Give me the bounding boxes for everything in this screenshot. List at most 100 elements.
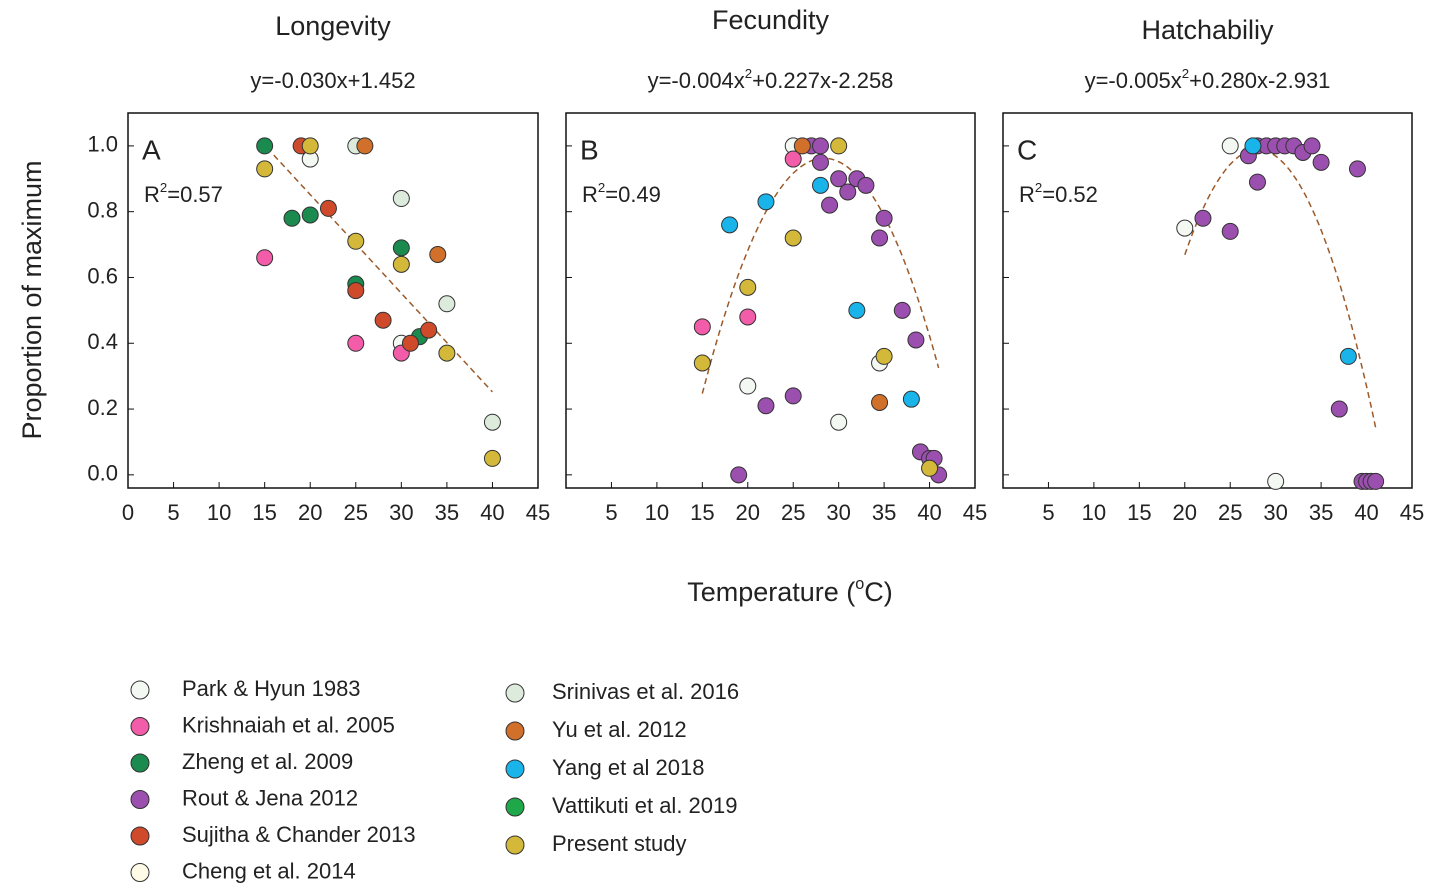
legend-label: Sujitha & Chander 2013 [182,822,416,847]
data-point [811,153,829,171]
data-point [830,170,848,188]
legend-marker [130,826,150,846]
legend-label: Srinivas et al. 2016 [552,679,739,704]
x-axis-label: Temperature (oC) [687,575,893,607]
x-axis-label-part: C) [864,577,893,607]
y-tick-label: 0.0 [87,461,118,486]
data-point [1303,137,1321,155]
data-point [283,209,301,227]
data-point [921,459,939,477]
x-tick-label: 45 [1400,500,1424,525]
data-point [420,321,438,339]
data-point [811,137,829,155]
data-point [793,137,811,155]
r-squared-part: =0.57 [167,182,223,207]
plot-frame [565,112,976,489]
x-tick-label: 10 [1082,500,1106,525]
data-point [1330,400,1348,418]
data-point [871,229,889,247]
x-axis-label-part: Temperature ( [687,577,855,607]
data-point [483,413,501,431]
legend-label: Zheng et al. 2009 [182,749,353,774]
data-point [893,301,911,319]
data-point [875,347,893,365]
y-tick-label: 0.8 [87,197,118,222]
data-point [848,301,866,319]
data-point [693,318,711,336]
data-point [1348,160,1366,178]
plot-frame [1002,112,1413,489]
legend-label: Vattikuti et al. 2019 [552,793,738,818]
r-squared-part: R [144,182,160,207]
legend-marker [130,753,150,773]
r-squared-part: 2 [160,180,167,195]
data-point [301,206,319,224]
x-tick-label: 30 [1263,500,1287,525]
x-tick-label: 25 [344,500,368,525]
y-tick-label: 0.4 [87,329,118,354]
data-point [811,176,829,194]
data-point [256,160,274,178]
data-point [730,466,748,484]
legend-label: Yu et al. 2012 [552,717,687,742]
data-point [347,334,365,352]
x-tick-label: 30 [826,500,850,525]
data-point [857,176,875,194]
legend-marker [505,797,525,817]
y-axis-label: Proportion of maximum [17,160,47,439]
plot-frame [127,112,539,489]
legend-marker [505,683,525,703]
data-point [902,390,920,408]
data-point [830,413,848,431]
data-point [392,255,410,273]
equation-part: 2 [745,66,752,81]
data-point [1194,209,1212,227]
x-tick-label: 40 [480,500,504,525]
data-point [374,311,392,329]
x-tick-label: 40 [1354,500,1378,525]
data-point [429,245,447,263]
r-squared-part: 2 [598,180,605,195]
equation-part: y=-0.030x+1.452 [250,68,415,93]
data-point [301,137,319,155]
data-point [757,193,775,211]
equation: y=-0.030x+1.452 [250,68,415,93]
equation: y=-0.004x2+0.227x-2.258 [648,66,894,93]
data-point [784,229,802,247]
x-tick-label: 25 [781,500,805,525]
data-point [1244,137,1262,155]
legend-label: Rout & Jena 2012 [182,785,358,810]
data-point [1367,472,1385,490]
r-squared-part: 2 [1035,180,1042,195]
panel-title: Hatchabiliy [1141,15,1274,45]
x-tick-label: 20 [736,500,760,525]
data-point [1176,219,1194,237]
y-tick-label: 0.6 [87,263,118,288]
data-point [821,196,839,214]
x-tick-label: 45 [963,500,987,525]
legend-label: Krishnaiah et al. 2005 [182,712,395,737]
data-point [401,334,419,352]
panel-letter: A [142,134,161,165]
data-point [347,232,365,250]
data-point [438,295,456,313]
legend-marker [130,790,150,809]
data-point [784,150,802,168]
x-tick-label: 25 [1218,500,1242,525]
x-tick-label: 40 [917,500,941,525]
x-tick-label: 15 [690,500,714,525]
data-point [739,278,757,296]
legend-marker [130,680,150,700]
x-tick-label: 35 [435,500,459,525]
legend-marker [130,863,150,882]
data-point [830,137,848,155]
r-squared: R2=0.52 [1019,180,1098,207]
legend-label: Park & Hyun 1983 [182,676,361,701]
x-tick-label: 20 [1173,500,1197,525]
r-squared: R2=0.57 [144,180,223,207]
data-point [693,354,711,372]
data-point [875,209,893,227]
data-point [1267,472,1285,490]
